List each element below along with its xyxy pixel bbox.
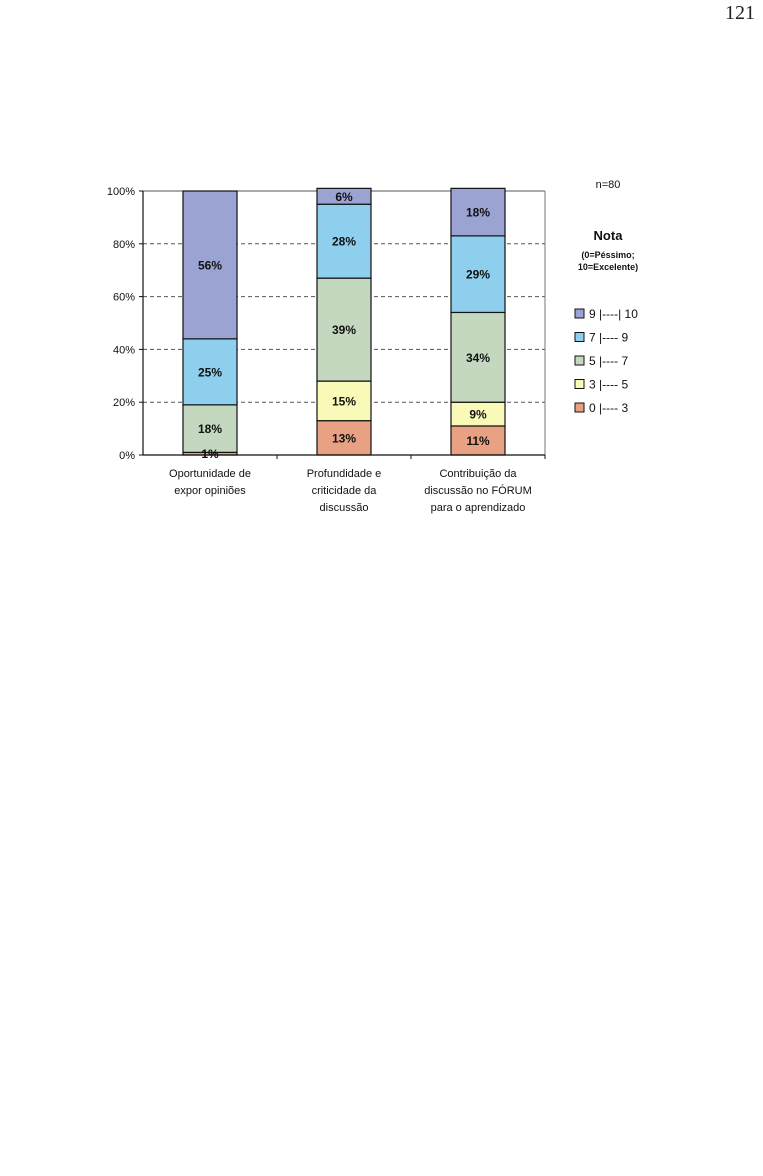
bar-segment <box>182 404 238 453</box>
category-label: Contribuição da discussão no FÓRUM para o … <box>424 468 532 514</box>
bar-segment <box>450 187 506 237</box>
category-label: Oportunidade de expor opiniões <box>169 468 251 497</box>
bar-segment <box>450 235 506 314</box>
y-tick-label: 80% <box>113 239 135 251</box>
data-label: 18% <box>466 206 490 220</box>
bar-segment <box>182 338 238 406</box>
category-label-line: Contribuição da <box>439 468 517 480</box>
legend-item-label: 9 |----| 10 <box>589 307 638 321</box>
legend: Nota (0=Péssimo; 10=Excelente) 9 |----| 10 7… <box>574 228 638 415</box>
legend-item-label: 3 |---- 5 <box>589 378 628 392</box>
legend-title: Nota <box>594 228 624 243</box>
bars-layer <box>182 187 506 456</box>
category-label-line: para o aprendizado <box>431 502 526 514</box>
legend-subtitle: 10=Excelente) <box>578 262 638 272</box>
bar-segment <box>450 425 506 456</box>
legend-swatch <box>574 402 585 413</box>
legend-item-label: 5 |---- 7 <box>589 354 628 368</box>
data-label: 18% <box>198 422 222 436</box>
data-label: 13% <box>332 431 356 445</box>
axis-layer: 0% 20% 40% 60% 80% 100% Oportunidade de expor o… <box>107 186 546 514</box>
bar-segment <box>316 277 372 382</box>
y-tick-label: 40% <box>113 344 135 356</box>
category-label-line: expor opiniões <box>174 485 246 497</box>
category-label-line: Profundidade e <box>307 468 382 480</box>
page-number: 121 <box>725 2 755 24</box>
labels-layer: 1% 18% 25% 56% 13% 15% 39% 28% 6% 11% 9% 34% 29% 18% <box>198 190 490 461</box>
legend-item-label: 7 |---- 9 <box>589 331 628 345</box>
bar-segment <box>316 187 372 205</box>
category-label-line: Oportunidade de <box>169 468 251 480</box>
legend-swatch <box>574 332 585 342</box>
data-label: 39% <box>332 323 356 337</box>
stacked-bar-chart: 1%18%25%56%13%15%39%28%6%11%9%34%29%18% … <box>107 179 638 514</box>
data-label: 56% <box>198 258 222 272</box>
bar-segment <box>316 380 372 422</box>
y-tick-label: 60% <box>113 292 135 304</box>
data-label: 1% <box>201 447 219 461</box>
bar-segment <box>182 190 238 340</box>
data-label: 25% <box>198 365 222 379</box>
legend-item-label: 0 |---- 3 <box>589 401 628 415</box>
category-label-line: discussão no FÓRUM <box>424 484 532 497</box>
legend-swatch <box>574 308 585 319</box>
sample-size-label: n=80 <box>596 179 621 191</box>
data-label: 9% <box>469 408 487 422</box>
data-label: 15% <box>332 394 356 408</box>
y-tick-label: 20% <box>113 397 135 409</box>
category-label-line: discussão <box>320 502 369 514</box>
legend-swatch <box>574 355 585 366</box>
y-tick-label: 0% <box>119 450 135 462</box>
legend-swatch <box>574 379 585 389</box>
data-label: 11% <box>466 434 490 448</box>
data-label: 34% <box>466 351 490 365</box>
data-label: 29% <box>466 268 490 282</box>
category-label: Profundidade e criticidade da discussão <box>307 468 382 514</box>
bar-segment <box>450 311 506 403</box>
data-label: 28% <box>332 235 356 249</box>
bar-segment <box>316 420 372 456</box>
data-label: 6% <box>335 190 353 204</box>
legend-subtitle: (0=Péssimo; <box>581 250 634 260</box>
y-tick-label: 100% <box>107 186 135 198</box>
category-label-line: criticidade da <box>312 485 378 497</box>
